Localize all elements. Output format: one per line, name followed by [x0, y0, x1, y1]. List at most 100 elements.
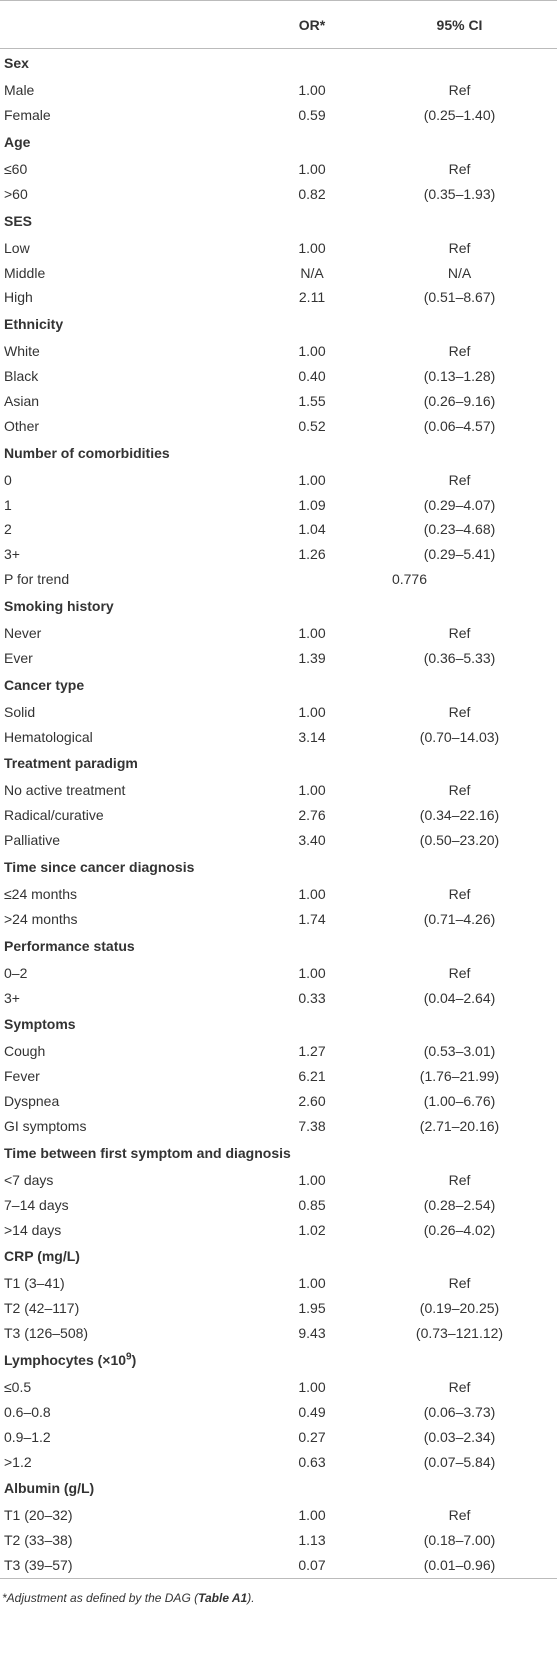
- table-row: Age: [0, 128, 557, 157]
- table-row: GI symptoms 7.38 (2.71–20.16): [0, 1114, 557, 1139]
- table-row: Middle N/A N/A: [0, 260, 557, 285]
- cell-value: (0.71–4.26): [423, 910, 496, 927]
- cell-value: 0.40: [298, 368, 326, 385]
- cell-value: 1.02: [298, 1221, 326, 1238]
- cell-value: (0.23–4.68): [423, 521, 496, 538]
- table-row: Male 1.00 Ref: [0, 78, 557, 103]
- cell-value: 0.27: [298, 1428, 326, 1445]
- row-label: 7–14 days: [4, 1196, 69, 1213]
- cell-value: Ref: [448, 1507, 471, 1524]
- table-row: T3 (126–508) 9.43 (0.73–121.12): [0, 1321, 557, 1346]
- table-row: P for trend 0.776: [0, 567, 557, 592]
- section-cell: Symptoms: [0, 1010, 557, 1039]
- table-row: 0.6–0.8 0.49 (0.06–3.73): [0, 1399, 557, 1424]
- cell-value: 1.00: [298, 885, 326, 902]
- table-row: >24 months 1.74 (0.71–4.26): [0, 906, 557, 931]
- cell-value: 0.63: [298, 1453, 326, 1470]
- row-label: Female: [4, 107, 51, 124]
- row-label: Low: [4, 239, 30, 256]
- cell-value: (0.07–5.84): [423, 1453, 496, 1470]
- row-label: Black: [4, 368, 39, 385]
- cell-value: (0.70–14.03): [419, 728, 500, 745]
- cell-value: 0.82: [298, 185, 326, 202]
- cell-value: (0.26–9.16): [423, 393, 496, 410]
- section-cell: Lymphocytes (×109): [0, 1346, 557, 1375]
- row-label: Asian: [4, 393, 40, 410]
- row-label: 0–2: [4, 964, 28, 981]
- cell-value: 1.55: [298, 393, 326, 410]
- cell-value: 1.39: [298, 649, 326, 666]
- table-row: SES: [0, 206, 557, 235]
- table-row: Treatment paradigm: [0, 749, 557, 778]
- section-label: Cancer type: [4, 676, 85, 693]
- cell-value: 0.52: [298, 417, 326, 434]
- table-row: 1 1.09 (0.29–4.07): [0, 492, 557, 517]
- section-label: Lymphocytes (×10: [4, 1351, 127, 1368]
- superscript: 9: [126, 1351, 132, 1363]
- section-label: Smoking history: [4, 598, 114, 615]
- row-label: Male: [4, 82, 35, 99]
- section-cell: Sex: [0, 49, 557, 78]
- cell-value: (0.73–121.12): [415, 1325, 504, 1342]
- cell-value: 1.00: [298, 343, 326, 360]
- column-header: OR*: [262, 0, 362, 49]
- row-label: >24 months: [4, 910, 78, 927]
- table-row: 3+ 0.33 (0.04–2.64): [0, 985, 557, 1010]
- section-label: ): [131, 1351, 137, 1368]
- cell-value: Ref: [448, 1378, 471, 1395]
- cell-value: 1.00: [298, 1275, 326, 1292]
- table-row: >60 0.82 (0.35–1.93): [0, 181, 557, 206]
- row-label: T3 (126–508): [4, 1325, 89, 1342]
- section-label: Sex: [4, 55, 29, 72]
- table-row: >1.2 0.63 (0.07–5.84): [0, 1449, 557, 1474]
- cell-value: N/A: [447, 264, 472, 281]
- section-label: Treatment paradigm: [4, 755, 138, 772]
- cell-value: 1.27: [298, 1043, 326, 1060]
- row-label: Cough: [4, 1043, 46, 1060]
- table-row: ≤0.5 1.00 Ref: [0, 1374, 557, 1399]
- row-label: T3 (39–57): [4, 1557, 73, 1574]
- footnote: *Adjustment as defined by the DAG (Table…: [0, 1579, 557, 1605]
- row-label: 0.9–1.2: [4, 1428, 51, 1445]
- cell-value: 1.00: [298, 161, 326, 177]
- table-row: 3+ 1.26 (0.29–5.41): [0, 542, 557, 567]
- section-cell: Age: [0, 128, 557, 157]
- row-label: 3+: [4, 989, 20, 1006]
- cell-value: Ref: [448, 471, 471, 488]
- row-label: >14 days: [4, 1221, 62, 1238]
- row-label: T2 (42–117): [4, 1300, 80, 1317]
- table-row: Other 0.52 (0.06–4.57): [0, 413, 557, 438]
- cell-value: (0.34–22.16): [419, 807, 500, 824]
- row-label: T1 (20–32): [4, 1507, 73, 1524]
- table-row: Smoking history: [0, 592, 557, 621]
- cell-value: Ref: [448, 703, 471, 720]
- table-row: Ever 1.39 (0.36–5.33): [0, 645, 557, 670]
- cell-value: Ref: [448, 1171, 471, 1188]
- cell-value: 2.76: [298, 807, 326, 824]
- section-cell: Number of comorbidities: [0, 438, 557, 467]
- table-row: Symptoms: [0, 1010, 557, 1039]
- cell-value: 0.85: [298, 1196, 326, 1213]
- cell-value: (0.50–23.20): [419, 832, 500, 849]
- cell-value: 1.00: [298, 1171, 326, 1188]
- cell-value: 6.21: [298, 1068, 326, 1085]
- table-row: High 2.11 (0.51–8.67): [0, 285, 557, 310]
- table-row: ≤60 1.00 Ref: [0, 157, 557, 182]
- cell-value: 1.00: [298, 625, 326, 642]
- table-row: CRP (mg/L): [0, 1242, 557, 1271]
- cell-value: 1.00: [298, 964, 326, 981]
- table-row: Radical/curative 2.76 (0.34–22.16): [0, 803, 557, 828]
- section-label: Ethnicity: [4, 316, 64, 333]
- cell-value: 1.00: [298, 239, 326, 256]
- cell-value: 0.07: [298, 1557, 326, 1574]
- footnote-text: *Adjustment as defined by the DAG (: [2, 1590, 199, 1605]
- header-row: OR* 95% CI: [0, 0, 557, 49]
- cell-value: 1.00: [298, 82, 326, 99]
- table-row: ≤24 months 1.00 Ref: [0, 882, 557, 907]
- table-row: <7 days 1.00 Ref: [0, 1167, 557, 1192]
- cell-value: 0.776: [391, 571, 428, 588]
- row-label: Hematological: [4, 728, 93, 745]
- table-row: Ethnicity: [0, 310, 557, 339]
- row-label: <7 days: [4, 1171, 54, 1188]
